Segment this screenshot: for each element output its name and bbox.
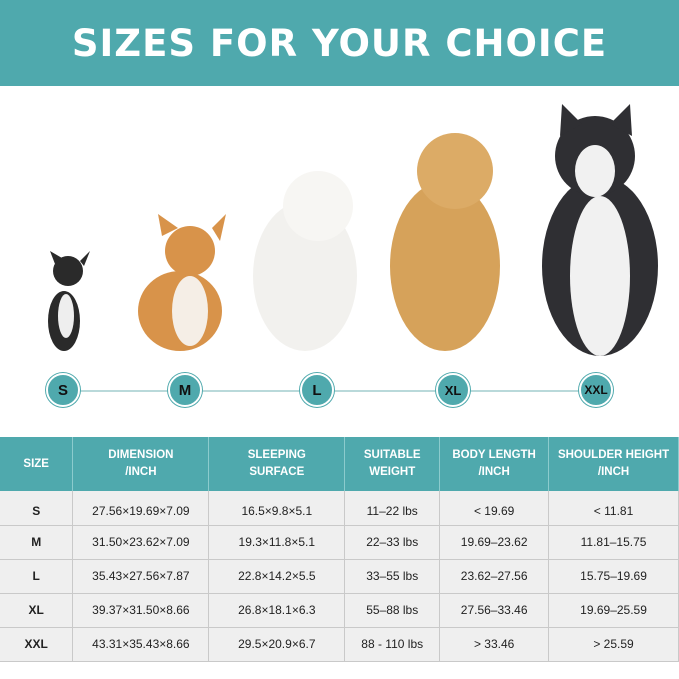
header-text: SLEEPING: [247, 449, 306, 461]
table-cell: < 11.81: [548, 491, 679, 526]
size-marker-xl: XL: [436, 373, 470, 407]
dog-photos: [0, 86, 679, 436]
column-header: SIZE: [0, 437, 74, 491]
table-cell: 15.75–19.69: [548, 559, 679, 594]
dog-samoyed: [253, 171, 357, 351]
header-text: DIMENSION: [108, 449, 174, 461]
table-cell: 27.56×19.69×7.09: [72, 491, 210, 526]
table-cell: 19.69–23.62: [439, 525, 550, 560]
size-marker-s: S: [46, 373, 80, 407]
table-cell: 33–55 lbs: [344, 559, 441, 594]
dog-husky: [542, 104, 658, 356]
header-text: /INCH: [597, 466, 630, 478]
table-cell: 55–88 lbs: [344, 593, 441, 628]
size-cell: M: [0, 525, 74, 560]
table-body: S 27.56×19.69×7.09 16.5×9.8×5.1 11–22 lbs < …: [0, 491, 679, 662]
size-cell: XL: [0, 593, 74, 628]
table-cell: 19.69–25.59: [548, 593, 679, 628]
column-header: BODY LENGTH/INCH: [439, 437, 550, 491]
column-header: SUITABLE WEIGHT: [344, 437, 441, 491]
header-text: SHOULDER HEIGHT: [557, 449, 670, 461]
table-cell: 11.81–15.75: [548, 525, 679, 560]
header-text: WEIGHT: [369, 466, 416, 478]
header-text: SIZE: [23, 457, 49, 470]
table-cell: > 33.46: [439, 627, 550, 662]
page-title: SIZES FOR YOUR CHOICE: [71, 21, 608, 65]
size-cell: S: [0, 491, 74, 526]
size-marker-l: L: [300, 373, 334, 407]
dog-chihuahua: [48, 251, 90, 351]
table-cell: 29.5×20.9×6.7: [208, 627, 346, 662]
table-row: L 35.43×27.56×7.87 22.8×14.2×5.5 33–55 lbs 2…: [0, 559, 679, 594]
table-header-row: SIZE DIMENSION/INCH SLEEPING SURFACE SUITABL…: [0, 437, 679, 491]
table-cell: 43.31×35.43×8.66: [72, 627, 210, 662]
header-text: SUITABLE: [363, 449, 421, 461]
table-cell: 39.37×31.50×8.66: [72, 593, 210, 628]
header-text: SURFACE: [249, 466, 305, 478]
size-cell: L: [0, 559, 74, 594]
table-cell: > 25.59: [548, 627, 679, 662]
title-banner: SIZES FOR YOUR CHOICE: [0, 0, 679, 86]
table-cell: 31.50×23.62×7.09: [72, 525, 210, 560]
table-cell: 19.3×11.8×5.1: [208, 525, 346, 560]
table-cell: 23.62–27.56: [439, 559, 550, 594]
table-row: S 27.56×19.69×7.09 16.5×9.8×5.1 11–22 lbs < …: [0, 491, 679, 526]
dogs-illustration: [48, 104, 658, 356]
table-row: XL 39.37×31.50×8.66 26.8×18.1×6.3 55–88 lbs…: [0, 593, 679, 628]
dog-corgi: [138, 214, 226, 351]
table-cell: 16.5×9.8×5.1: [208, 491, 346, 526]
size-cell: XXL: [0, 627, 74, 662]
table-cell: < 19.69: [439, 491, 550, 526]
table-cell: 22.8×14.2×5.5: [208, 559, 346, 594]
column-header: DIMENSION/INCH: [72, 437, 210, 491]
size-marker-m: M: [168, 373, 202, 407]
table-cell: 27.56–33.46: [439, 593, 550, 628]
dog-golden-retriever: [390, 133, 500, 351]
table-cell: 35.43×27.56×7.87: [72, 559, 210, 594]
table-row: M 31.50×23.62×7.09 19.3×11.8×5.1 22–33 lbs 1…: [0, 525, 679, 560]
table-cell: 11–22 lbs: [344, 491, 441, 526]
size-marker-xxl: XXL: [579, 373, 613, 407]
header-text: BODY LENGTH: [452, 449, 536, 461]
size-table: SIZE DIMENSION/INCH SLEEPING SURFACE SUITABL…: [0, 437, 679, 662]
header-text: /INCH: [478, 466, 510, 478]
table-cell: 22–33 lbs: [344, 525, 441, 560]
column-header: SHOULDER HEIGHT/INCH: [548, 437, 679, 491]
header-text: /INCH: [125, 466, 157, 478]
column-header: SLEEPING SURFACE: [208, 437, 346, 491]
table-cell: 26.8×18.1×6.3: [208, 593, 346, 628]
table-row: XXL 43.31×35.43×8.66 29.5×20.9×6.7 88 - 110…: [0, 627, 679, 662]
table-cell: 88 - 110 lbs: [344, 627, 441, 662]
